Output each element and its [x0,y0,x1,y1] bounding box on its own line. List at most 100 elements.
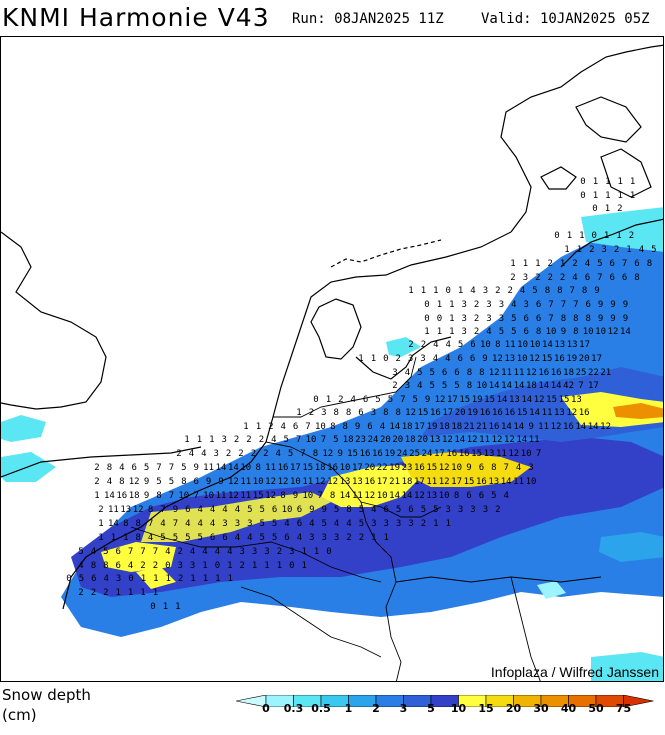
grid-value: 2 [421,340,426,350]
grid-value: 8 [346,408,351,418]
grid-value: 1 [535,259,540,269]
grid-value: 10 [178,491,189,501]
grid-value: 15 [459,395,470,405]
grid-value: 9 [193,463,198,473]
grid-value: 4 [227,547,232,557]
grid-value: 11 [216,491,227,501]
grid-value: 2 [140,561,145,571]
grid-value: 1 [252,561,257,571]
grid-value: 1 [123,533,128,543]
grid-value: 6 [466,491,471,501]
grid-value: 12 [442,435,453,445]
grid-value: 6 [622,273,627,283]
grid-value: 6 [272,505,277,515]
grid-value: 1 [408,286,413,296]
grid-value: 4 [520,286,525,296]
grid-value: 4 [334,519,339,529]
grid-value: 4 [470,286,475,296]
coastlines [1,44,663,610]
grid-value: 7 [305,422,310,432]
grid-value: 18 [402,477,413,487]
grid-value: 8 [342,422,347,432]
legend-tick-label: 30 [533,702,549,715]
grid-value: 1 [424,327,429,337]
grid-value: 1 [371,354,376,364]
grid-value: 1 [215,574,220,584]
grid-value: 3 [213,449,218,459]
grid-value: 14 [514,381,525,391]
grid-value: 9 [610,314,615,324]
grid-value: 2 [510,273,515,283]
grid-value: 14 [529,408,540,418]
grid-value: 1 [626,245,631,255]
grid-value: 14 [501,477,512,487]
grid-value: 10 [521,449,532,459]
grid-value: 1 [458,286,463,296]
grid-value: 2 [94,463,99,473]
grid-value: 17 [591,354,602,364]
grid-value: 6 [408,505,413,515]
grid-value: 1 [98,519,103,529]
grid-value: 7 [536,449,541,459]
grid-value: 6 [222,533,227,543]
grid-value: 14 [575,422,586,432]
grid-value: 13 [430,435,441,445]
grid-value: 1 [227,574,232,584]
grid-value: 7 [169,491,174,501]
grid-value: 2 [614,245,619,255]
grid-value: 8 [454,491,459,501]
grid-value: 3 [383,519,388,529]
legend-tick-label: 0.5 [311,702,331,715]
grid-value: 13 [426,491,437,501]
grid-value: 4 [197,505,202,515]
grid-value: 5 [321,519,326,529]
grid-value: 2 [234,435,239,445]
grid-value: 6 [536,300,541,310]
grid-value: 1 [326,395,331,405]
grid-value: 5 [359,505,364,515]
grid-value: 11 [529,435,540,445]
grid-value: 14 [108,519,119,529]
grid-value: 4 [103,574,108,584]
grid-value: 17 [414,422,425,432]
grid-value: 8 [313,449,318,459]
grid-value: 3 [321,408,326,418]
grid-value: 8 [467,368,472,378]
grid-value: 3 [483,505,488,515]
grid-value: 5 [532,286,537,296]
grid-value: 1 [202,561,207,571]
grid-value: 7 [548,314,553,324]
grid-value: 3 [601,245,606,255]
grid-value: 0 [383,354,388,364]
legend-title: Snow depth (cm) [2,685,91,725]
grid-value: 6 [91,574,96,584]
grid-value: 2 [238,449,243,459]
grid-value: 4 [197,519,202,529]
grid-value: 9 [218,477,223,487]
grid-value: 8 [561,314,566,324]
grid-value: 4 [297,533,302,543]
grid-value: 4 [572,273,577,283]
grid-value: 14 [216,463,227,473]
grid-value: 6 [193,477,198,487]
grid-value: 1 [605,191,610,201]
legend-tick-label: 10 [450,702,467,715]
grid-value: 3 [499,300,504,310]
grid-value: 16 [489,422,500,432]
grid-value: 0 [592,204,597,214]
grid-value: 3 [334,533,339,543]
grid-value: 8 [135,519,140,529]
grid-value: 15 [517,408,528,418]
grid-value: 19 [384,449,395,459]
legend-tick-label: 3 [399,702,408,715]
header: KNMI Harmonie V43 Run: 08JAN2025 11Z Val… [0,0,665,36]
grid-value: 8 [119,477,124,487]
grid-value: 10 [583,327,594,337]
credit-label: Infoplaza / Wilfred Janssen [491,664,659,680]
grid-value: 3 [177,561,182,571]
grid-value: 5 [173,533,178,543]
grid-value: 4 [346,519,351,529]
grid-value: 16 [480,408,491,418]
grid-value: 12 [265,491,276,501]
grid-value: 1 [616,231,621,241]
